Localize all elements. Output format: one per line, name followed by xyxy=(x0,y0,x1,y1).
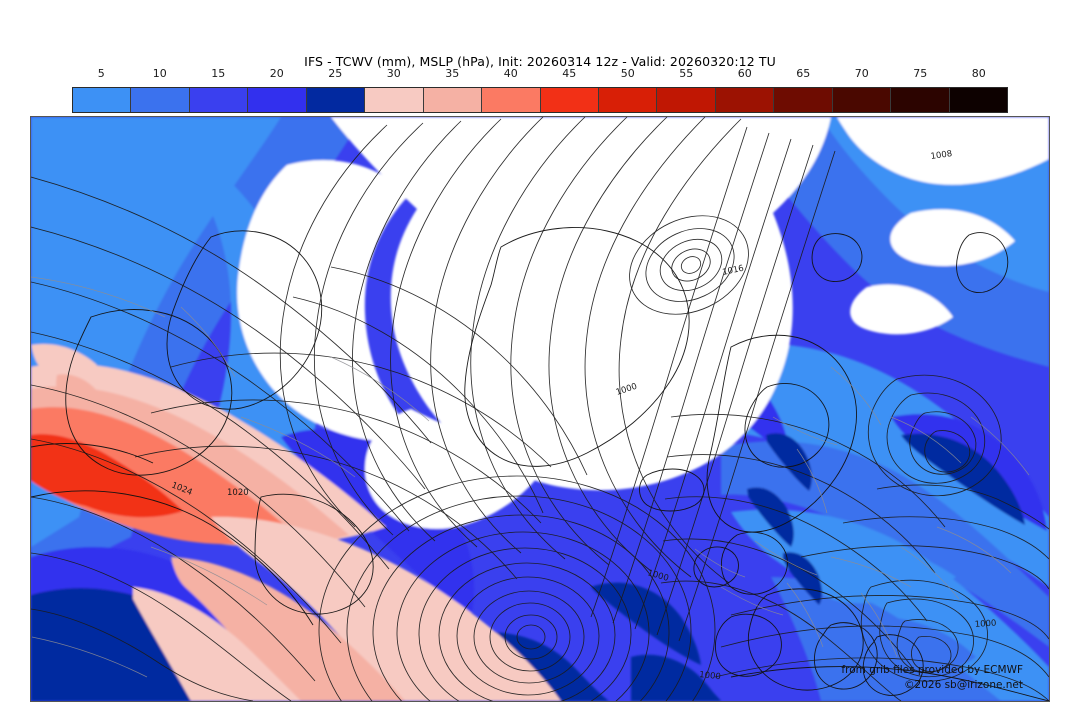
isobar-label: 1016 xyxy=(722,264,745,278)
isobar-label: 1000 xyxy=(699,670,722,682)
colorbar-segment-3 xyxy=(248,88,307,112)
colorbar-segment-4 xyxy=(306,88,366,112)
map-canvas[interactable]: 1000 1016 1008 1000 1000 1020 984 1000 1… xyxy=(30,116,1050,702)
colorbar-segment-6 xyxy=(423,88,483,112)
map-svg: 1000 1016 1008 1000 1000 1020 984 1000 1… xyxy=(31,117,1049,701)
colorbar-tick-10: 10 xyxy=(152,67,167,80)
colorbar-tick-45: 45 xyxy=(562,67,577,80)
colorbar-segment-8 xyxy=(540,88,599,112)
isobar-label: 1000 xyxy=(975,619,997,630)
colorbar-segment-7 xyxy=(482,88,541,112)
colorbar-tick-35: 35 xyxy=(445,67,460,80)
colorbar-segment-15 xyxy=(949,88,1007,112)
colorbar-segment-5 xyxy=(365,88,424,112)
colorbar-tick-30: 30 xyxy=(386,67,401,80)
colorbar-tick-50: 50 xyxy=(620,67,635,80)
colorbar-tick-40: 40 xyxy=(503,67,518,80)
colorbar-segment-13 xyxy=(832,88,892,112)
colorbar-tick-5: 5 xyxy=(97,67,105,80)
colorbar-segment-0 xyxy=(73,88,132,112)
colorbar-tick-70: 70 xyxy=(854,67,869,80)
colorbar-tick-60: 60 xyxy=(737,67,752,80)
colorbar-segment-2 xyxy=(189,88,249,112)
country-borders xyxy=(31,276,1030,678)
colorbar: 5 10 15 20 25 30 35 40 45 50 55 60 65 70 75 80 xyxy=(72,67,1008,113)
colorbar-tick-55: 55 xyxy=(679,67,694,80)
colorbar-segment-1 xyxy=(131,88,190,112)
colorbar-swatches xyxy=(72,87,1008,113)
page-title: IFS - TCWV (mm), MSLP (hPa), Init: 20260… xyxy=(304,54,776,69)
colorbar-segment-9 xyxy=(598,88,658,112)
colorbar-tick-75: 75 xyxy=(913,67,928,80)
colorbar-segment-12 xyxy=(774,88,833,112)
colorbar-segment-14 xyxy=(891,88,950,112)
coastlines xyxy=(31,227,1049,701)
colorbar-tick-20: 20 xyxy=(269,67,284,80)
colorbar-tick-15: 15 xyxy=(211,67,226,80)
colorbar-tick-25: 25 xyxy=(328,67,343,80)
colorbar-segment-11 xyxy=(715,88,775,112)
isobar-label: 1020 xyxy=(227,488,249,498)
colorbar-tick-labels: 5 10 15 20 25 30 35 40 45 50 55 60 65 70 75 80 xyxy=(72,67,1008,83)
colorbar-tick-80: 80 xyxy=(971,67,986,80)
colorbar-segment-10 xyxy=(657,88,716,112)
isobar-label: 1008 xyxy=(930,149,953,162)
colorbar-tick-65: 65 xyxy=(796,67,811,80)
